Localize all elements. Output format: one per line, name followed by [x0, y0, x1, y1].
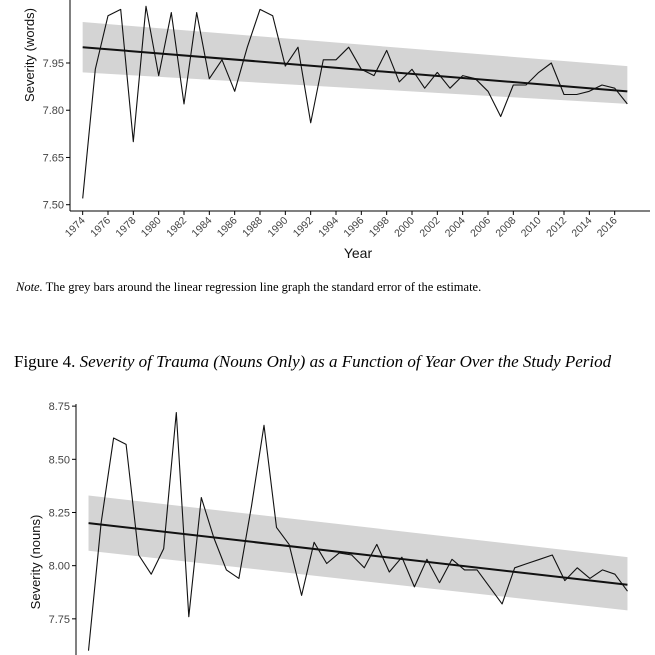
series-line	[82, 5, 628, 199]
standard-error-ribbon	[82, 22, 628, 104]
y-tick-label: 8.00	[49, 561, 70, 573]
y-tick-label: 7.50	[43, 200, 64, 212]
figure-label: Figure 4.	[14, 352, 80, 371]
x-tick-label: 1992	[291, 215, 316, 240]
x-tick-label: 1984	[189, 215, 214, 240]
x-tick-label: 1974	[63, 215, 88, 240]
x-tick-label: 2002	[417, 215, 442, 240]
x-tick-label: 2006	[468, 215, 493, 240]
y-tick-label: 8.75	[49, 401, 70, 413]
x-tick-label: 1980	[139, 215, 164, 240]
standard-error-ribbon	[88, 495, 628, 611]
x-tick-label: 1994	[316, 215, 341, 240]
x-axis-title: Year	[344, 245, 373, 261]
y-tick-label: 7.65	[43, 152, 64, 164]
x-tick-label: 2016	[595, 215, 620, 240]
x-tick-label: 1982	[164, 215, 189, 240]
figure-caption: Figure 4. Severity of Trauma (Nouns Only…	[14, 352, 611, 372]
y-tick-label: 7.95	[43, 58, 64, 70]
y-axis-title: Severity (nouns)	[28, 515, 43, 610]
figure-note: Note. The grey bars around the linear re…	[16, 280, 481, 295]
figure-title: Severity of Trauma (Nouns Only) as a Fun…	[79, 352, 612, 371]
x-tick-label: 1978	[113, 215, 138, 240]
y-tick-label: 7.80	[43, 105, 64, 117]
x-tick-label: 1988	[240, 215, 265, 240]
x-tick-label: 2010	[519, 215, 544, 240]
x-tick-label: 2000	[392, 215, 417, 240]
y-axis-title: Severity (words)	[22, 8, 37, 102]
x-tick-label: 1976	[88, 215, 113, 240]
x-tick-label: 1986	[215, 215, 240, 240]
regression-line	[82, 46, 628, 93]
note-text: The grey bars around the linear regressi…	[42, 280, 482, 294]
y-tick-label: 8.50	[49, 454, 70, 466]
y-tick-label: 7.75	[49, 614, 70, 626]
x-tick-label: 2012	[544, 215, 569, 240]
chart-severity-words: 7.507.657.807.95 1974 1976 1978 1980 1982 198…	[22, 0, 650, 261]
x-tick-label: 2004	[443, 215, 468, 240]
x-tick-label: 2014	[569, 215, 594, 240]
y-tick-label: 8.25	[49, 507, 70, 519]
regression-line	[88, 522, 628, 586]
chart-severity-nouns: 7.75 8.00 8.25 8.50 8.75 Severity (nouns)	[28, 401, 628, 655]
note-lead: Note.	[16, 280, 43, 294]
series-line	[87, 411, 628, 651]
x-tick-label: 1998	[367, 215, 392, 240]
x-tick-label: 1996	[341, 215, 366, 240]
x-tick-label: 2008	[493, 215, 518, 240]
x-tick-label: 1990	[265, 215, 290, 240]
